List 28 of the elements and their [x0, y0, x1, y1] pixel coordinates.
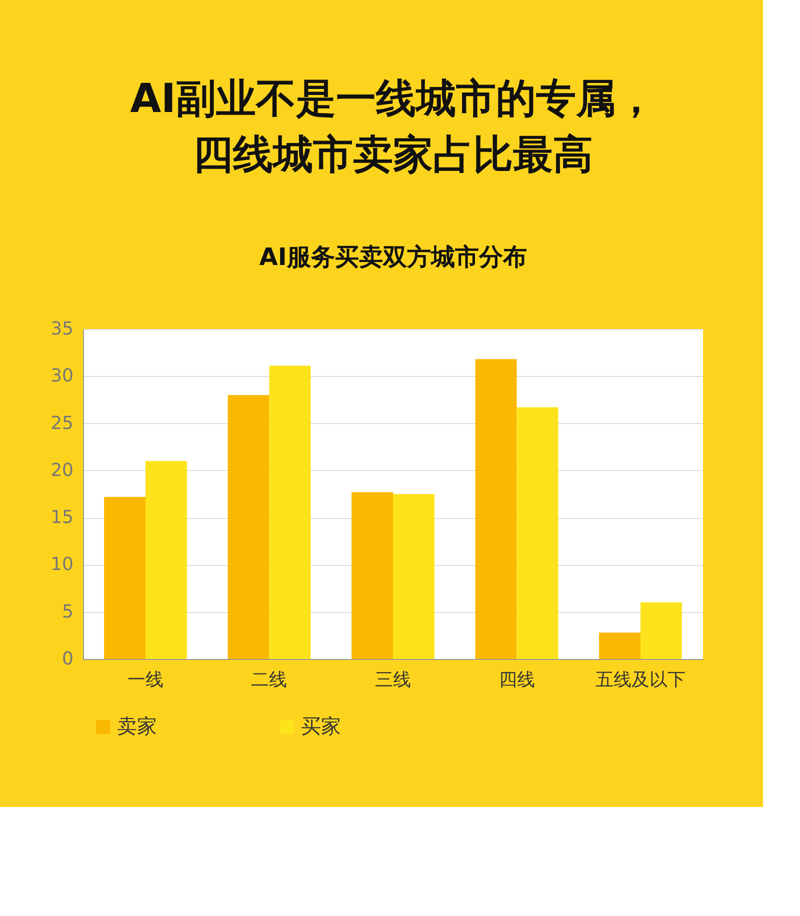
text: 四线城市卖家占比最高	[193, 132, 593, 178]
bar	[516, 407, 558, 659]
text: AI副业不是一线城市的专属，	[130, 76, 656, 122]
y-tick-label: 10	[50, 554, 74, 576]
x-tick-label: 五线及以下	[596, 670, 686, 690]
y-tick-label: 25	[50, 412, 74, 434]
bar	[269, 366, 311, 659]
chart-subtitle: AI服务买卖双方城市分布	[259, 243, 527, 271]
bar	[228, 395, 270, 659]
bar	[599, 632, 641, 659]
y-tick-label: 5	[62, 601, 74, 622]
bar	[393, 494, 434, 659]
x-tick-label: 三线	[375, 670, 411, 690]
x-tick-label: 四线	[498, 670, 535, 690]
legend-label: 买家	[301, 714, 341, 738]
bar	[640, 602, 682, 659]
y-tick-label: 20	[50, 460, 74, 481]
bar	[475, 359, 517, 659]
y-tick-label: 15	[50, 507, 74, 528]
x-tick-label: 一线	[127, 670, 164, 690]
legend-label: 卖家	[117, 714, 157, 738]
y-tick-label: 0	[62, 648, 74, 670]
bar	[145, 461, 187, 659]
y-tick-label: 35	[50, 318, 74, 340]
bar	[352, 492, 393, 659]
x-tick-label: 二线	[251, 670, 288, 690]
bar	[104, 496, 146, 659]
y-tick-label: 30	[50, 366, 74, 387]
